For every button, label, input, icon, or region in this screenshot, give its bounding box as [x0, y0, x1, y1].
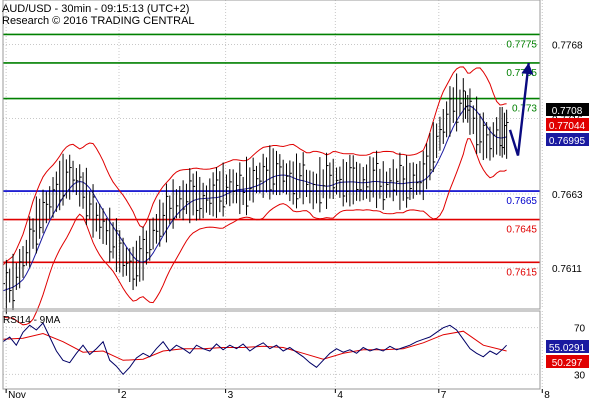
rsi-grid — [3, 311, 543, 389]
level-label: 0.773 — [512, 104, 537, 115]
chart-title: AUD/USD - 30min - 09:15:13 (UTC+2) — [2, 3, 189, 15]
price-badges: 0.7708 0.77044 0.76995 55.0291 50.297 — [546, 103, 589, 369]
level-label: 0.7775 — [506, 39, 537, 50]
main-panel-frame — [2, 0, 541, 310]
price-badge-bg — [546, 355, 589, 368]
y-tick-label: 0.7611 — [552, 264, 582, 275]
rsi-tick-label: 70 — [574, 324, 586, 335]
price-badge-label: 50.297 — [552, 358, 583, 369]
price-badge: 55.0291 — [546, 340, 589, 354]
price-badge-label: 0.7708 — [552, 106, 583, 117]
x-tick-label: Nov — [8, 390, 26, 400]
price-badge-bg — [546, 118, 589, 131]
price-badge-label: 0.77044 — [549, 121, 586, 132]
rsi-signal-line — [2, 330, 507, 361]
level-label: 0.7665 — [506, 196, 537, 207]
bollinger-bands — [2, 66, 507, 326]
rsi-panel-frame — [2, 310, 541, 390]
forecast-arrowhead — [521, 62, 534, 75]
bollinger-upper — [2, 66, 507, 266]
forecast-path — [508, 62, 530, 156]
main-grid — [3, 0, 543, 309]
price-badge: 0.7708 — [546, 103, 589, 117]
price-series — [2, 73, 509, 314]
price-levels: 0.7775 0.7755 0.773 0.7665 0.7645 0.7615 — [3, 33, 540, 278]
level-label: 0.7755 — [506, 68, 537, 79]
rsi-title: RSI14 - 9MA — [3, 315, 61, 326]
price-badge: 0.76995 — [546, 133, 589, 147]
y-tick-label: 0.7768 — [552, 40, 583, 51]
moving-average-line — [2, 105, 507, 292]
price-badge-bg — [546, 340, 589, 353]
x-tick-label: 3 — [228, 390, 234, 400]
forecast-arrow — [508, 62, 534, 156]
price-badge: 0.77044 — [546, 118, 589, 132]
x-tick-label: 4 — [337, 390, 343, 400]
price-badge: 50.297 — [546, 355, 589, 369]
price-badge-label: 0.76995 — [549, 136, 586, 147]
bollinger-lower — [2, 138, 507, 326]
chart-copyright: Research © 2016 TRADING CENTRAL — [2, 15, 195, 27]
price-badge-bg — [546, 133, 589, 146]
x-tick-label: 8 — [544, 390, 550, 400]
rsi-series — [2, 322, 507, 376]
level-label: 0.7645 — [506, 225, 537, 236]
level-label: 0.7615 — [506, 267, 537, 278]
price-badge-label: 55.0291 — [549, 343, 586, 354]
x-tick-label: 2 — [121, 390, 127, 400]
rsi-line — [2, 322, 507, 376]
rsi-tick-label: 30 — [574, 370, 586, 381]
price-badge-bg — [546, 103, 589, 116]
y-tick-label: 0.7663 — [552, 190, 583, 201]
x-tick-label: 7 — [441, 390, 447, 400]
